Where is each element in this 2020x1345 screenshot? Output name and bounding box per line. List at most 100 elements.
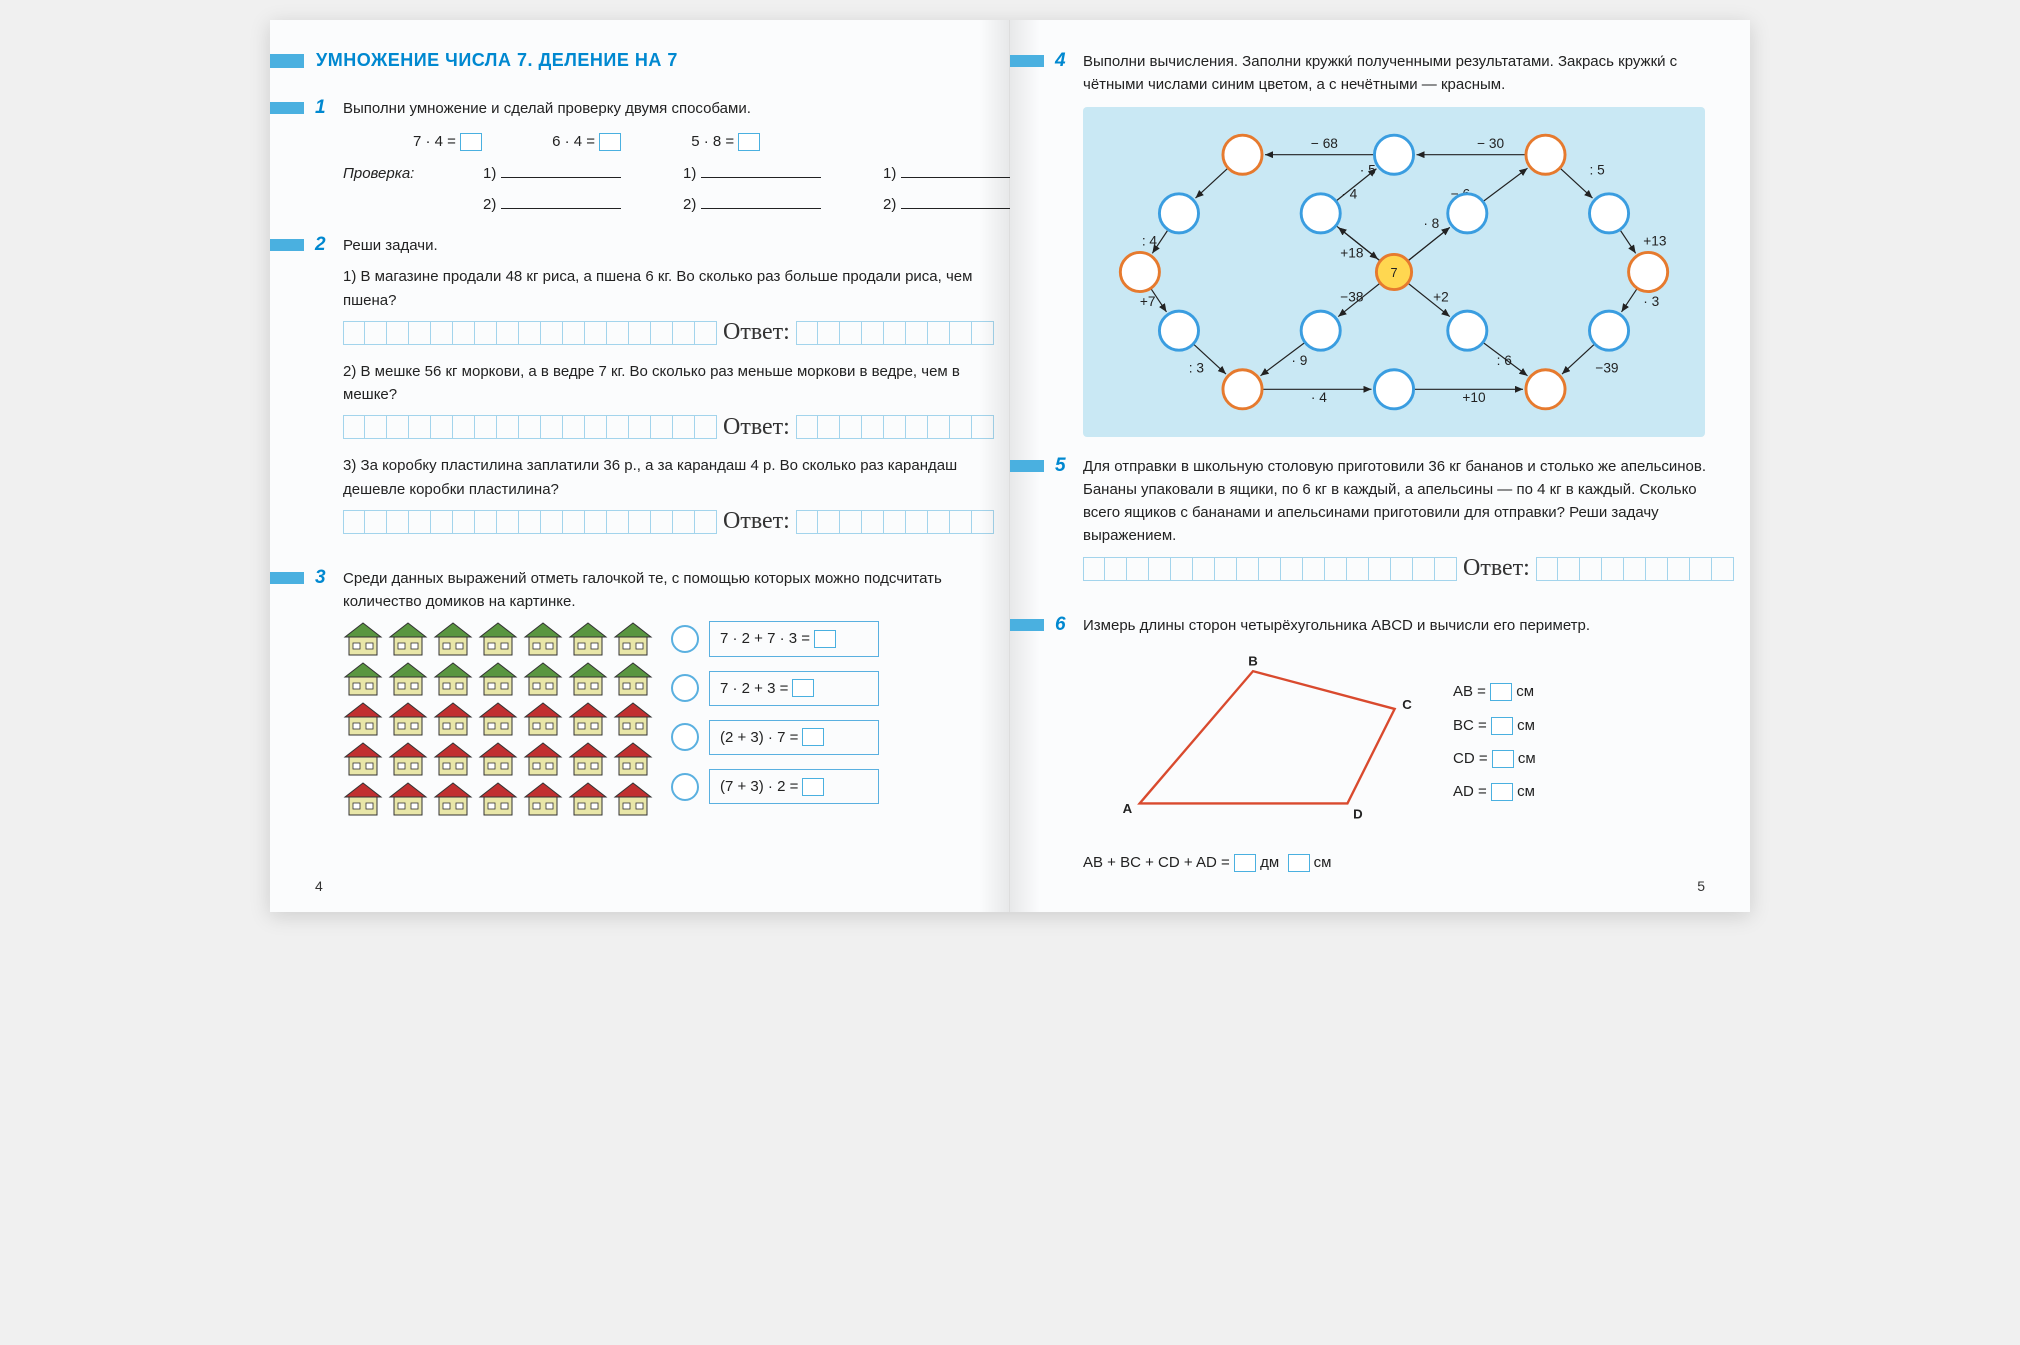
flowchart-node[interactable] bbox=[1374, 135, 1413, 174]
answer-box[interactable] bbox=[738, 133, 760, 151]
answer-box[interactable] bbox=[1491, 717, 1513, 735]
flowchart-node[interactable] bbox=[1526, 135, 1565, 174]
house-icon bbox=[478, 661, 518, 697]
fill-line[interactable] bbox=[901, 194, 1021, 209]
house-icon bbox=[478, 621, 518, 657]
subtask-2: 2) В мешке 56 кг моркови, а в ведре 7 кг… bbox=[343, 360, 994, 407]
flowchart-node[interactable] bbox=[1120, 252, 1159, 291]
answer-box[interactable] bbox=[1490, 683, 1512, 701]
perimeter-line: AB + BC + CD + AD = дм см bbox=[1083, 851, 1705, 874]
svg-text:−39: −39 bbox=[1595, 360, 1618, 375]
answer-box[interactable] bbox=[814, 630, 836, 648]
answer-box[interactable] bbox=[599, 133, 621, 151]
answer-grid[interactable]: Ответ: bbox=[1083, 556, 1734, 582]
house-icon bbox=[523, 701, 563, 737]
house-icon bbox=[433, 781, 473, 817]
task-number: 5 bbox=[1055, 455, 1083, 477]
option-checkbox-circle[interactable] bbox=[671, 723, 699, 751]
house-icon bbox=[433, 661, 473, 697]
answer-grid[interactable]: Ответ: bbox=[343, 509, 994, 535]
quadrilateral-wrap: A B C D AB = смBC = смCD = смAD = см bbox=[1083, 647, 1705, 837]
measure-row: AD = см bbox=[1453, 780, 1536, 803]
task-3: 3 Среди данных выражений отметь галочкой… bbox=[315, 567, 964, 818]
flowchart-node[interactable] bbox=[1526, 369, 1565, 408]
house-icon bbox=[613, 661, 653, 697]
quadrilateral-figure: A B C D bbox=[1083, 647, 1423, 837]
fill-line[interactable] bbox=[501, 163, 621, 178]
svg-text:B: B bbox=[1248, 653, 1258, 668]
check-label: Проверка: bbox=[343, 162, 433, 185]
flowchart-node[interactable] bbox=[1448, 311, 1487, 350]
answer-box[interactable] bbox=[460, 133, 482, 151]
fill-line[interactable] bbox=[901, 163, 1021, 178]
option-row: (2 + 3) · 7 = bbox=[671, 720, 964, 755]
flowchart-node[interactable] bbox=[1301, 193, 1340, 232]
option-expression: (7 + 3) · 2 = bbox=[709, 769, 879, 804]
task-body: Выполни умножение и сделай проверку двум… bbox=[343, 97, 1033, 216]
measure-column: AB = смBC = смCD = смAD = см bbox=[1453, 680, 1536, 803]
page-right: 4 Выполни вычисления. Заполни кружки́ по… bbox=[1010, 20, 1750, 912]
house-icon bbox=[523, 741, 563, 777]
svg-text:: 4: : 4 bbox=[1142, 233, 1158, 248]
answer-grid[interactable]: Ответ: bbox=[343, 414, 994, 440]
answer-box[interactable] bbox=[792, 679, 814, 697]
flowchart-node[interactable] bbox=[1223, 369, 1262, 408]
task-text: Выполни вычисления. Заполни кружки́ полу… bbox=[1083, 50, 1705, 97]
house-icon bbox=[523, 781, 563, 817]
flowchart-node[interactable] bbox=[1374, 369, 1413, 408]
svg-text:A: A bbox=[1123, 801, 1133, 816]
answer-grid[interactable]: Ответ: bbox=[343, 320, 994, 346]
option-checkbox-circle[interactable] bbox=[671, 674, 699, 702]
house-icon bbox=[343, 781, 383, 817]
task-text: Выполни умножение и сделай проверку двум… bbox=[343, 97, 1033, 120]
answer-box[interactable] bbox=[1234, 854, 1256, 872]
svg-text:: 6: : 6 bbox=[1497, 352, 1512, 367]
svg-text:· 4: · 4 bbox=[1341, 186, 1357, 201]
svg-text:+2: +2 bbox=[1433, 289, 1449, 304]
task-number: 2 bbox=[315, 234, 343, 256]
flowchart-node[interactable] bbox=[1629, 252, 1668, 291]
house-icon bbox=[568, 741, 608, 777]
flowchart-node[interactable] bbox=[1223, 135, 1262, 174]
house-icon bbox=[568, 701, 608, 737]
svg-text:+10: +10 bbox=[1462, 389, 1486, 404]
answer-box[interactable] bbox=[802, 778, 824, 796]
task-number: 3 bbox=[315, 567, 343, 589]
task-text: Реши задачи. bbox=[343, 234, 994, 257]
svg-text:· 4: · 4 bbox=[1311, 389, 1327, 404]
fill-line[interactable] bbox=[701, 194, 821, 209]
answer-box[interactable] bbox=[1492, 750, 1514, 768]
chapter-title: УМНОЖЕНИЕ ЧИСЛА 7. ДЕЛЕНИЕ НА 7 bbox=[315, 50, 964, 71]
flowchart-node[interactable] bbox=[1448, 193, 1487, 232]
house-icon bbox=[343, 661, 383, 697]
task-body: Для отправки в школьную столовую пригото… bbox=[1083, 455, 1734, 596]
svg-text:+13: +13 bbox=[1643, 233, 1666, 248]
answer-box[interactable] bbox=[802, 728, 824, 746]
fill-line[interactable] bbox=[501, 194, 621, 209]
measure-row: AB = см bbox=[1453, 680, 1536, 703]
fill-line[interactable] bbox=[701, 163, 821, 178]
answer-box[interactable] bbox=[1491, 783, 1513, 801]
flowchart-node[interactable] bbox=[1589, 193, 1628, 232]
option-row: (7 + 3) · 2 = bbox=[671, 769, 964, 804]
flowchart-svg: − 68− 30· 4· 5− 6: 5: 4+18· 8+13+7−38+2·… bbox=[1091, 115, 1697, 429]
house-icon bbox=[613, 781, 653, 817]
house-icon bbox=[613, 621, 653, 657]
flowchart-node[interactable] bbox=[1589, 311, 1628, 350]
flowchart-node[interactable] bbox=[1159, 193, 1198, 232]
option-checkbox-circle[interactable] bbox=[671, 773, 699, 801]
house-icon bbox=[613, 741, 653, 777]
flowchart-node[interactable] bbox=[1301, 311, 1340, 350]
option-expression: 7 · 2 + 7 · 3 = bbox=[709, 621, 879, 656]
task-text: Для отправки в школьную столовую пригото… bbox=[1083, 455, 1734, 548]
svg-text:− 68: − 68 bbox=[1311, 135, 1338, 150]
task-body: Выполни вычисления. Заполни кружки́ полу… bbox=[1083, 50, 1705, 437]
svg-text:−38: −38 bbox=[1340, 289, 1364, 304]
task-6: 6 Измерь длины сторон четырёхугольника A… bbox=[1055, 614, 1705, 875]
page-number: 4 bbox=[315, 878, 323, 894]
answer-box[interactable] bbox=[1288, 854, 1310, 872]
flowchart-node[interactable] bbox=[1159, 311, 1198, 350]
option-expression: (2 + 3) · 7 = bbox=[709, 720, 879, 755]
option-checkbox-circle[interactable] bbox=[671, 625, 699, 653]
task-4: 4 Выполни вычисления. Заполни кружки́ по… bbox=[1055, 50, 1705, 437]
